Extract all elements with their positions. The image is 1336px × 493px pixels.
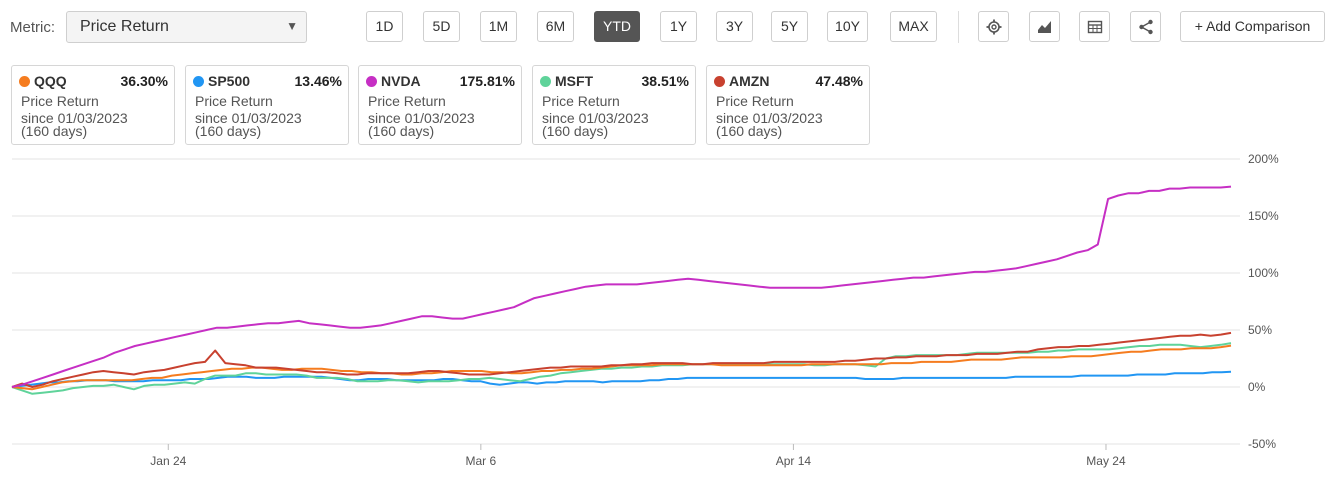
share-icon bbox=[1139, 19, 1153, 35]
range-button-1d[interactable]: 1D bbox=[366, 11, 403, 42]
legend-day-count: (160 days) bbox=[195, 123, 262, 139]
chevron-down-icon: ▼ bbox=[286, 19, 298, 33]
legend-since-date: since 01/03/2023 bbox=[542, 110, 649, 126]
legend-day-count: (160 days) bbox=[21, 123, 88, 139]
range-button-5d[interactable]: 5D bbox=[423, 11, 460, 42]
range-button-3y[interactable]: 3Y bbox=[716, 11, 753, 42]
legend-symbol: SP500 bbox=[208, 73, 251, 89]
price-return-chart: 200% 150% 100% 50% 0% -50% Jan 24 Mar 6 Apr 14 Ma… bbox=[11, 152, 1279, 468]
metric-label: Metric: bbox=[10, 19, 55, 36]
legend-card-msft[interactable]: MSFT 38.51% Price Return since 01/03/2023 (1… bbox=[532, 65, 696, 145]
y-tick-label: 150% bbox=[1248, 209, 1279, 223]
range-button-ytd[interactable]: YTD bbox=[594, 11, 640, 42]
y-tick-label: 200% bbox=[1248, 152, 1279, 166]
x-tick-label: Jan 24 bbox=[150, 454, 186, 468]
y-tick-label: 50% bbox=[1248, 323, 1272, 337]
legend-day-count: (160 days) bbox=[716, 123, 783, 139]
legend-metric: Price Return bbox=[195, 93, 273, 109]
legend-since-date: since 01/03/2023 bbox=[716, 110, 823, 126]
range-button-6m[interactable]: 6M bbox=[537, 11, 574, 42]
legend-return-value: 38.51% bbox=[641, 73, 689, 89]
y-tick-label: 100% bbox=[1248, 266, 1279, 280]
y-tick-label: 0% bbox=[1248, 380, 1266, 394]
series-color-dot bbox=[540, 76, 551, 87]
series-line-amzn bbox=[11, 331, 1232, 388]
legend-metric: Price Return bbox=[21, 93, 99, 109]
x-tick-label: Mar 6 bbox=[466, 454, 497, 468]
share-button[interactable] bbox=[1130, 11, 1161, 42]
legend-metric: Price Return bbox=[542, 93, 620, 109]
legend-return-value: 175.81% bbox=[459, 73, 515, 89]
metric-select[interactable]: Price Return ▼ bbox=[66, 11, 307, 43]
table-button[interactable] bbox=[1079, 11, 1110, 42]
settings-icon bbox=[986, 19, 1002, 35]
legend-symbol: NVDA bbox=[381, 73, 421, 89]
legend-day-count: (160 days) bbox=[368, 123, 435, 139]
range-button-max[interactable]: MAX bbox=[890, 11, 937, 42]
series-line-msft bbox=[11, 342, 1232, 395]
legend-metric: Price Return bbox=[368, 93, 446, 109]
series-color-dot bbox=[366, 76, 377, 87]
legend-since-date: since 01/03/2023 bbox=[368, 110, 475, 126]
legend-card-sp500[interactable]: SP500 13.46% Price Return since 01/03/2023(… bbox=[185, 65, 349, 145]
legend-metric: Price Return bbox=[716, 93, 794, 109]
legend-card-qqq[interactable]: QQQ 36.30% Price Return since 01/03/2023 (16… bbox=[11, 65, 175, 145]
table-icon bbox=[1087, 20, 1103, 34]
chart-type-button[interactable] bbox=[1029, 11, 1060, 42]
metric-select-value: Price Return bbox=[80, 18, 169, 35]
series-color-dot bbox=[714, 76, 725, 87]
range-button-1m[interactable]: 1M bbox=[480, 11, 517, 42]
series-color-dot bbox=[19, 76, 30, 87]
x-tick-label: Apr 14 bbox=[776, 454, 812, 468]
chart-type-icon bbox=[1038, 21, 1051, 33]
add-comparison-button[interactable]: + Add Comparison bbox=[1180, 11, 1325, 42]
settings-button[interactable] bbox=[978, 11, 1009, 42]
y-tick-label: -50% bbox=[1248, 437, 1276, 451]
legend-return-value: 36.30% bbox=[120, 73, 168, 89]
legend-symbol: AMZN bbox=[729, 73, 770, 89]
series-line-nvda bbox=[11, 185, 1232, 388]
series-color-dot bbox=[193, 76, 204, 87]
legend-card-amzn[interactable]: AMZN 47.48% Price Return since 01/03/2023 (1… bbox=[706, 65, 870, 145]
legend-return-value: 13.46% bbox=[294, 73, 342, 89]
legend-card-nvda[interactable]: NVDA 175.81% Price Return since 01/03/2023(… bbox=[358, 65, 522, 145]
toolbar-divider bbox=[958, 11, 959, 43]
legend-symbol: MSFT bbox=[555, 73, 594, 89]
legend-since-date: since 01/03/2023 bbox=[195, 110, 302, 126]
series-line-sp500 bbox=[11, 370, 1232, 388]
legend-symbol: QQQ bbox=[34, 73, 67, 89]
range-button-5y[interactable]: 5Y bbox=[771, 11, 808, 42]
range-button-1y[interactable]: 1Y bbox=[660, 11, 697, 42]
x-tick-label: May 24 bbox=[1086, 454, 1126, 468]
range-button-10y[interactable]: 10Y bbox=[827, 11, 868, 42]
legend-since-date: since 01/03/2023 bbox=[21, 110, 128, 126]
legend-day-count: (160 days) bbox=[542, 123, 609, 139]
legend-return-value: 47.48% bbox=[815, 73, 863, 89]
